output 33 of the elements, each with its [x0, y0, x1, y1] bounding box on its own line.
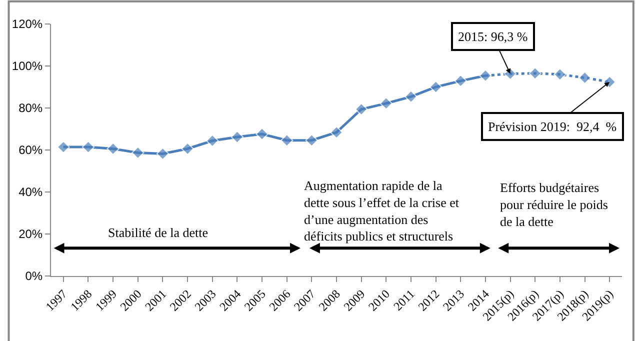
point	[181, 142, 194, 156]
point	[132, 146, 144, 160]
point	[454, 74, 467, 88]
point	[106, 142, 120, 156]
point	[305, 134, 318, 147]
y-tick-label: 60%	[18, 143, 43, 158]
point	[280, 134, 294, 147]
annotation: Efforts budgétaires pour réduire le poids de la dette	[500, 180, 608, 229]
y-tick-label: 20%	[18, 227, 43, 242]
point	[354, 102, 368, 116]
point	[330, 126, 343, 139]
point	[404, 90, 418, 104]
annotation: Stabilité de la dette	[108, 225, 208, 240]
point	[256, 128, 268, 140]
y-tick-label: 100%	[12, 59, 43, 74]
y-tick-label: 80%	[18, 101, 43, 116]
annotation: 2015: 96,3 %	[458, 29, 528, 44]
point	[156, 147, 170, 160]
annotation: Augmentation rapide de la dette sous l’effet de la crise et d’une augmentation des déficits publics et structurels	[304, 178, 460, 244]
point	[230, 130, 244, 144]
point	[528, 67, 542, 80]
annotation: Prévision 2019: 92,4 %	[488, 119, 617, 134]
point	[57, 140, 70, 154]
point	[554, 68, 566, 81]
point	[429, 80, 442, 94]
y-tick-label: 120%	[12, 17, 43, 32]
point	[479, 69, 492, 82]
point	[82, 140, 95, 154]
y-tick-label: 40%	[18, 185, 43, 200]
point	[206, 134, 219, 148]
point	[380, 97, 392, 110]
y-tick-label: 0%	[25, 269, 43, 284]
point	[578, 71, 592, 84]
